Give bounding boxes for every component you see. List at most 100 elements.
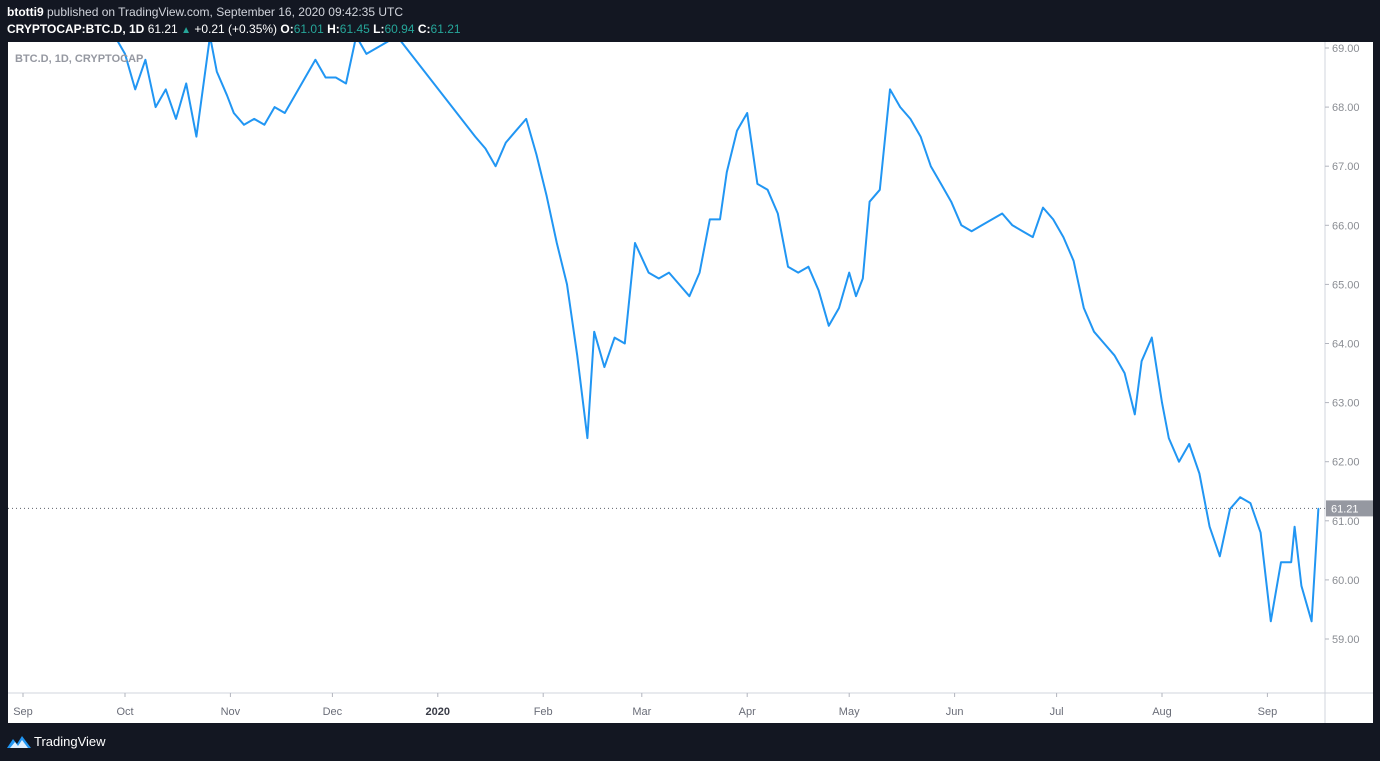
y-tick-label: 62.00 (1332, 457, 1360, 469)
data-point (274, 106, 276, 108)
tradingview-logo-icon[interactable] (7, 734, 31, 750)
data-point (566, 283, 568, 285)
x-tick-label: Dec (323, 706, 343, 718)
data-point (165, 88, 167, 90)
data-point (253, 118, 255, 120)
x-tick-label: 2020 (426, 706, 450, 718)
data-point (1001, 212, 1003, 215)
data-point (899, 106, 901, 108)
data-point (777, 212, 779, 215)
data-point (818, 289, 820, 291)
data-point (797, 272, 799, 274)
chart-header: btotti9 published on TradingView.com, Se… (0, 0, 1380, 42)
data-point (889, 88, 891, 90)
data-point (767, 189, 769, 191)
data-point (1161, 402, 1163, 404)
data-point (216, 71, 218, 73)
low-value: 60.94 (384, 22, 415, 36)
data-point (1209, 526, 1211, 528)
data-point (284, 112, 286, 114)
data-point (1198, 472, 1200, 475)
data-point (535, 153, 538, 155)
data-point (807, 266, 810, 268)
data-point (576, 354, 578, 356)
data-point (603, 366, 606, 368)
data-point (243, 124, 245, 126)
data-point (1219, 555, 1221, 557)
x-tick-label: Jun (946, 706, 964, 718)
data-point (950, 201, 952, 203)
data-point (991, 218, 993, 220)
data-point (185, 82, 187, 85)
data-point (688, 295, 691, 297)
y-tick-label: 69.00 (1332, 43, 1360, 55)
data-point (787, 266, 789, 268)
data-point (1294, 526, 1296, 528)
data-point (869, 201, 871, 203)
data-point (981, 224, 983, 226)
data-point (746, 112, 748, 114)
published-text: published on TradingView.com, September … (47, 5, 404, 19)
data-point (1073, 260, 1075, 262)
high-label: H: (327, 22, 340, 36)
data-point (971, 230, 973, 232)
chart-area[interactable]: 59.00 60.00 61.00 62.00 63.00 64.00 65.00 66.00… (8, 42, 1373, 723)
data-point (726, 171, 728, 173)
data-point (386, 42, 388, 43)
data-point (855, 295, 857, 297)
data-point (668, 272, 670, 274)
data-point (920, 136, 922, 138)
data-point (960, 224, 963, 226)
data-point (226, 94, 228, 96)
data-point (525, 118, 527, 120)
data-point (862, 277, 864, 280)
data-point (1300, 585, 1302, 587)
data-point (879, 189, 881, 191)
data-point (233, 112, 235, 114)
data-point (1168, 437, 1170, 439)
data-point (1249, 502, 1251, 504)
data-point (124, 53, 126, 55)
price-chart[interactable]: 59.00 60.00 61.00 62.00 63.00 64.00 65.00 66.00… (8, 42, 1373, 723)
data-point (930, 165, 932, 167)
close-label: C: (417, 22, 431, 36)
data-point (709, 218, 711, 220)
x-tick-label: Nov (221, 706, 241, 718)
open-value: 61.01 (293, 22, 324, 36)
data-point (155, 106, 157, 108)
data-point (658, 277, 660, 280)
data-point (1062, 236, 1064, 238)
y-tick-label: 67.00 (1332, 161, 1360, 173)
data-point (1270, 620, 1272, 622)
x-tick-label: Sep (13, 706, 33, 718)
data-point (614, 337, 616, 339)
data-point (736, 130, 738, 132)
data-point (1290, 561, 1292, 563)
x-tick-label: Mar (632, 706, 651, 718)
data-point (756, 183, 759, 185)
symbol-watermark: BTC.D, 1D, CRYPTOCAP (15, 53, 144, 65)
data-point (365, 53, 367, 55)
data-point (1141, 360, 1143, 362)
data-point (634, 242, 636, 244)
data-point (838, 307, 840, 309)
data-point (144, 59, 146, 61)
data-point (546, 195, 548, 197)
data-point (699, 272, 701, 274)
data-point (505, 142, 507, 144)
data-point (909, 118, 912, 120)
data-point (678, 283, 680, 285)
data-point (294, 94, 296, 96)
data-point (1188, 443, 1190, 445)
x-tick-label: Aug (1152, 706, 1172, 718)
data-point (1103, 342, 1105, 345)
author-name[interactable]: btotti9 (7, 5, 44, 19)
price-change: +0.21 (+0.35%) (194, 22, 278, 36)
data-point (304, 76, 306, 79)
data-point (1052, 218, 1054, 220)
tradingview-brand[interactable]: TradingView (34, 734, 106, 749)
x-tick-label: Oct (116, 706, 133, 718)
data-point (1042, 207, 1044, 209)
y-tick-label: 66.00 (1332, 220, 1360, 232)
data-point (1022, 230, 1024, 232)
